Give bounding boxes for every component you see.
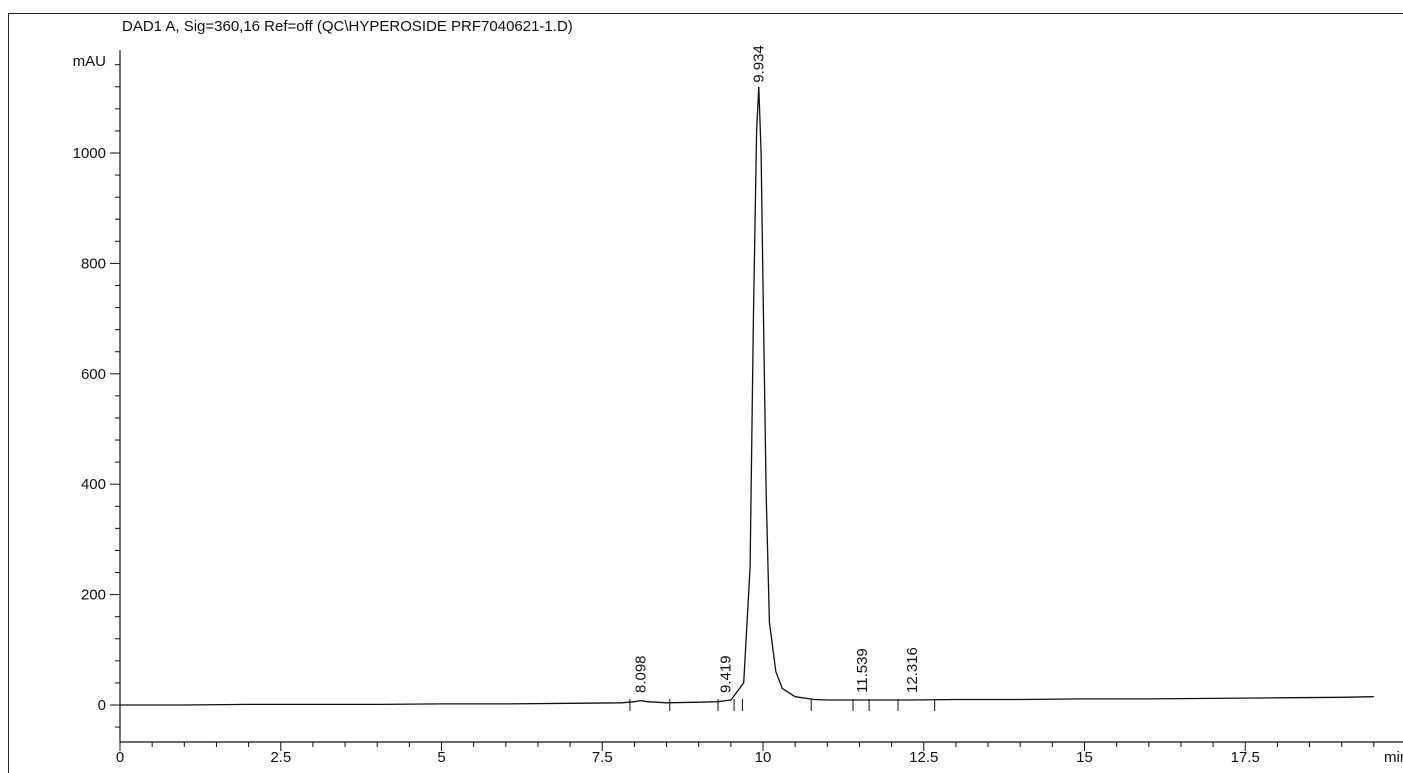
y-axis-label: mAU [73, 53, 106, 70]
x-axis-label: min [1384, 749, 1403, 765]
x-ticks: 0 2.5 5 7.5 10 12.5 15 17.5 [116, 742, 1375, 765]
x-tick-label: 10 [755, 749, 772, 765]
y-tick-label: 200 [81, 587, 106, 604]
y-ticks: 0 200 400 600 800 1000 [73, 64, 120, 728]
peak-labels: 8.098 9.419 9.934 11.539 12.316 [633, 45, 921, 693]
x-tick-label: 12.5 [909, 749, 938, 765]
x-tick-label: 15 [1076, 749, 1093, 765]
y-tick-label: 1000 [73, 145, 106, 162]
chart-title: DAD1 A, Sig=360,16 Ref=off (QC\HYPEROSID… [122, 18, 573, 35]
x-tick-label: 5 [437, 749, 445, 765]
x-tick-label: 2.5 [270, 749, 291, 765]
peak-markers [629, 699, 936, 711]
y-tick-label: 600 [81, 366, 106, 383]
peak-label: 12.316 [904, 647, 921, 693]
y-tick-label: 400 [81, 476, 106, 493]
peak-label: 9.934 [751, 45, 768, 83]
peak-label: 8.098 [633, 655, 650, 693]
chart-frame [8, 13, 1403, 773]
chromatogram-trace [120, 86, 1374, 706]
x-tick-label: 17.5 [1231, 749, 1260, 765]
y-tick-label: 800 [81, 255, 106, 272]
y-tick-label: 0 [98, 697, 106, 714]
x-tick-label: 7.5 [592, 749, 613, 765]
x-tick-label: 0 [116, 749, 124, 765]
peak-label: 9.419 [718, 655, 735, 693]
peak-label: 11.539 [854, 648, 871, 693]
